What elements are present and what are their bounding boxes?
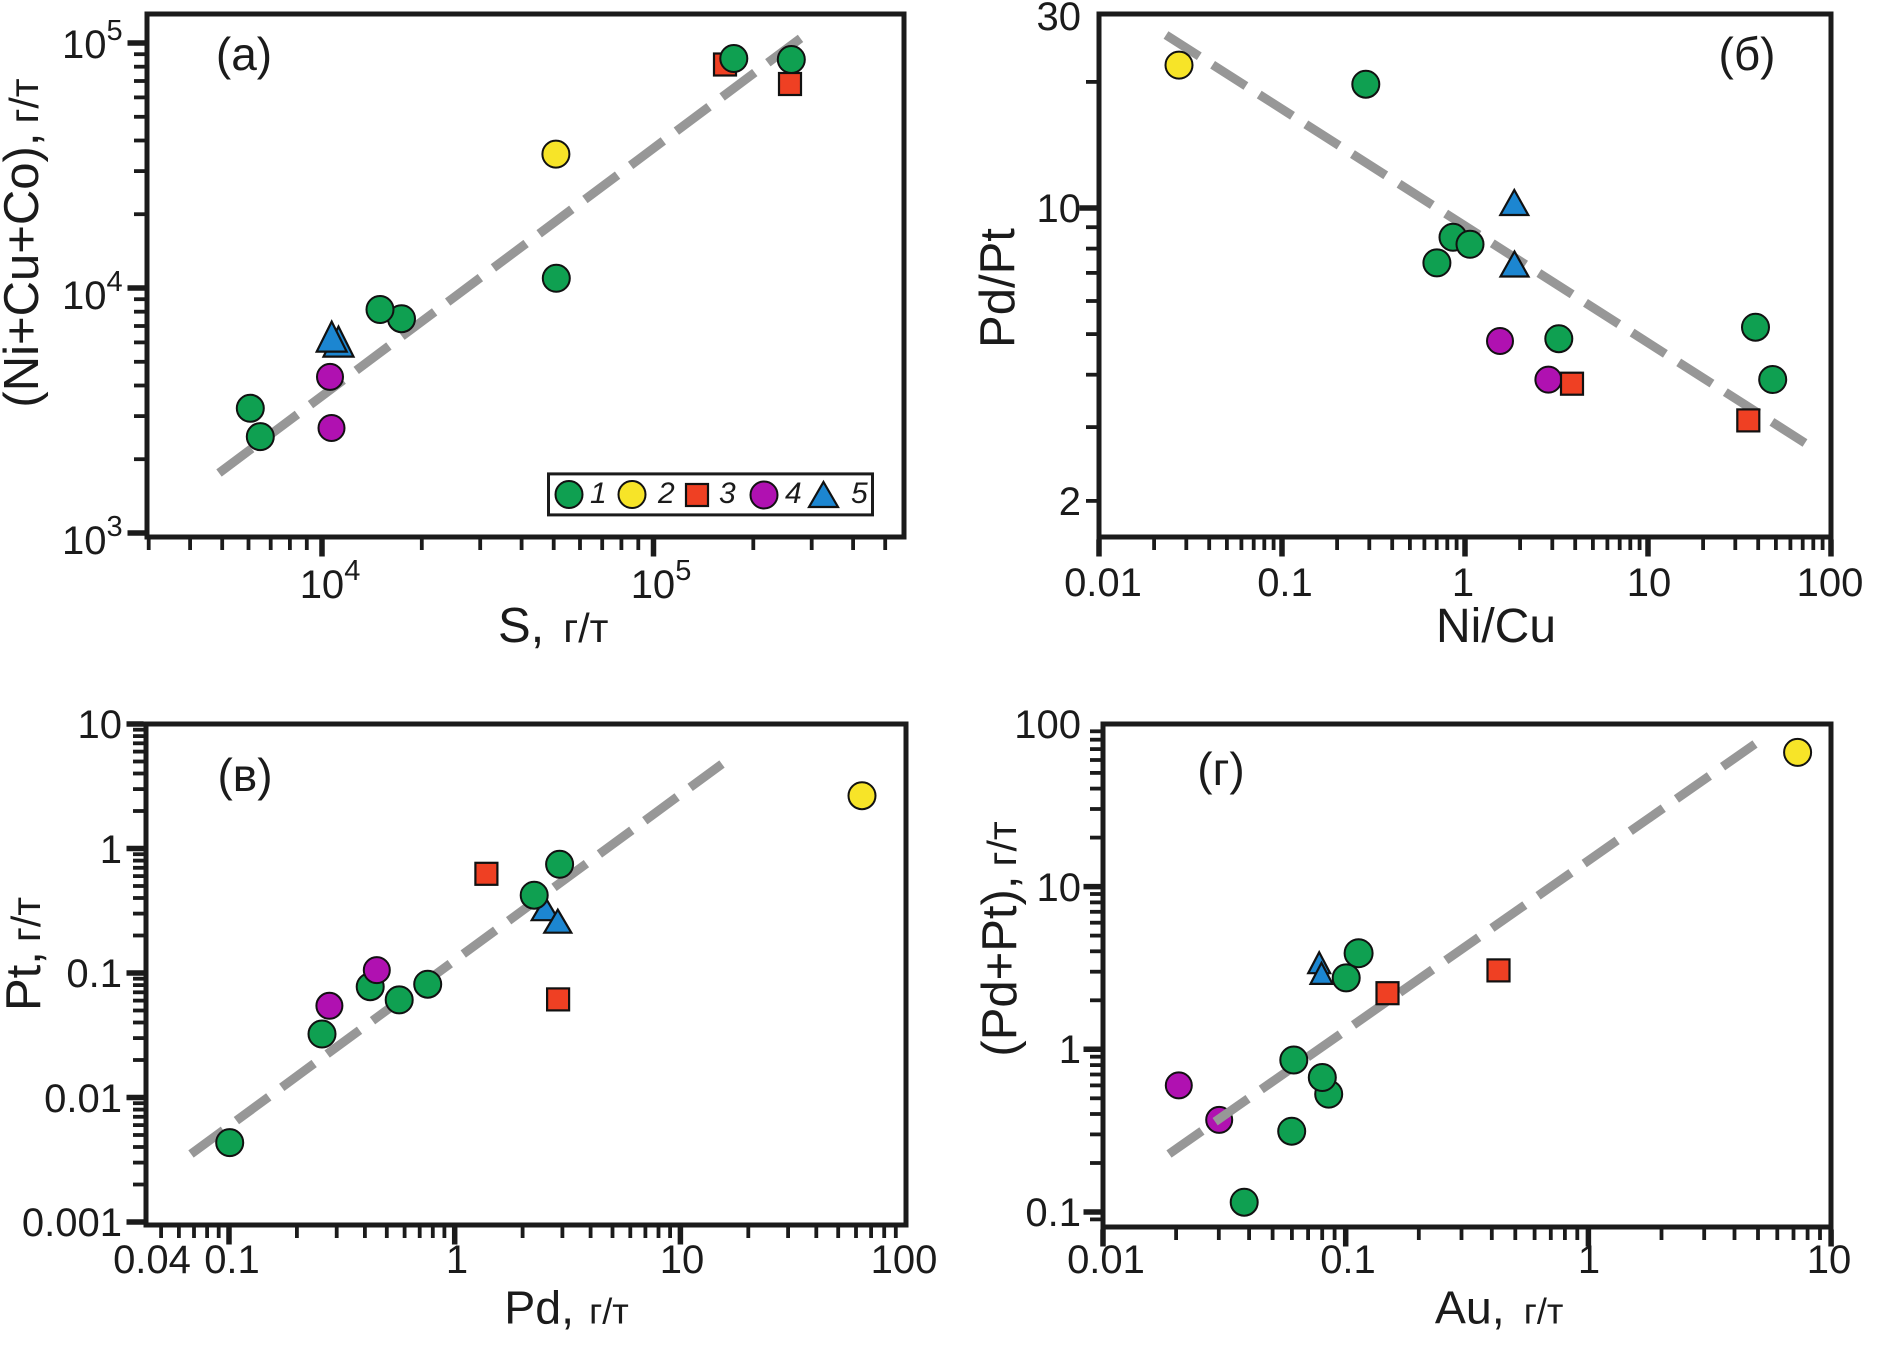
svg-text:(б): (б) xyxy=(1719,28,1776,80)
svg-text:3: 3 xyxy=(719,477,736,510)
svg-text:105: 105 xyxy=(631,555,692,607)
svg-text:1: 1 xyxy=(1059,1028,1081,1072)
svg-text:10: 10 xyxy=(1807,1238,1852,1282)
svg-text:(Pd+Pt),г/т: (Pd+Pt),г/т xyxy=(973,821,1027,1056)
svg-text:1: 1 xyxy=(1452,561,1474,605)
svg-text:100: 100 xyxy=(1014,703,1081,747)
svg-text:4: 4 xyxy=(785,477,802,510)
svg-text:Pd/Pt: Pd/Pt xyxy=(971,228,1025,348)
svg-text:5: 5 xyxy=(851,477,868,510)
svg-text:103: 103 xyxy=(62,511,123,563)
svg-text:10: 10 xyxy=(660,1238,705,1282)
svg-text:0.1: 0.1 xyxy=(1257,561,1313,605)
svg-text:1: 1 xyxy=(1578,1238,1600,1282)
svg-text:100: 100 xyxy=(1797,561,1864,605)
svg-text:(в): (в) xyxy=(217,749,272,801)
svg-text:10: 10 xyxy=(1037,187,1082,231)
svg-text:Au,г/т: Au, г/т xyxy=(1435,1282,1563,1334)
svg-text:0.001: 0.001 xyxy=(22,1201,122,1245)
svg-text:0.04: 0.04 xyxy=(113,1238,191,1282)
svg-text:1: 1 xyxy=(100,828,122,872)
svg-text:1: 1 xyxy=(446,1238,468,1282)
svg-text:2: 2 xyxy=(657,477,675,510)
svg-text:1: 1 xyxy=(590,477,607,510)
svg-text:0.1: 0.1 xyxy=(1025,1191,1081,1235)
svg-text:S,г/т: S, г/т xyxy=(498,599,609,653)
svg-text:Ni/Cu: Ni/Cu xyxy=(1436,600,1556,653)
svg-text:(Ni+Cu+Co),г/т: (Ni+Cu+Co),г/т xyxy=(0,78,49,407)
svg-text:10: 10 xyxy=(1627,561,1672,605)
svg-text:0.01: 0.01 xyxy=(1064,561,1142,605)
svg-text:0.1: 0.1 xyxy=(1320,1238,1376,1282)
svg-text:100: 100 xyxy=(871,1238,938,1282)
svg-text:(г): (г) xyxy=(1197,743,1244,795)
svg-text:104: 104 xyxy=(300,555,361,607)
svg-text:2: 2 xyxy=(1059,480,1081,524)
svg-text:104: 104 xyxy=(62,266,123,318)
svg-text:0.01: 0.01 xyxy=(1067,1238,1145,1282)
svg-text:10: 10 xyxy=(1037,866,1082,910)
svg-text:Pt,г/т: Pt,г/т xyxy=(0,897,51,1011)
svg-text:0.1: 0.1 xyxy=(66,952,122,996)
svg-text:30: 30 xyxy=(1037,0,1082,39)
svg-text:(a): (a) xyxy=(216,28,272,80)
svg-text:0.01: 0.01 xyxy=(44,1077,122,1121)
svg-text:105: 105 xyxy=(62,15,123,67)
svg-text:10: 10 xyxy=(78,703,123,747)
svg-text:Pd,г/т: Pd, г/т xyxy=(504,1282,628,1334)
svg-text:0.1: 0.1 xyxy=(204,1238,260,1282)
